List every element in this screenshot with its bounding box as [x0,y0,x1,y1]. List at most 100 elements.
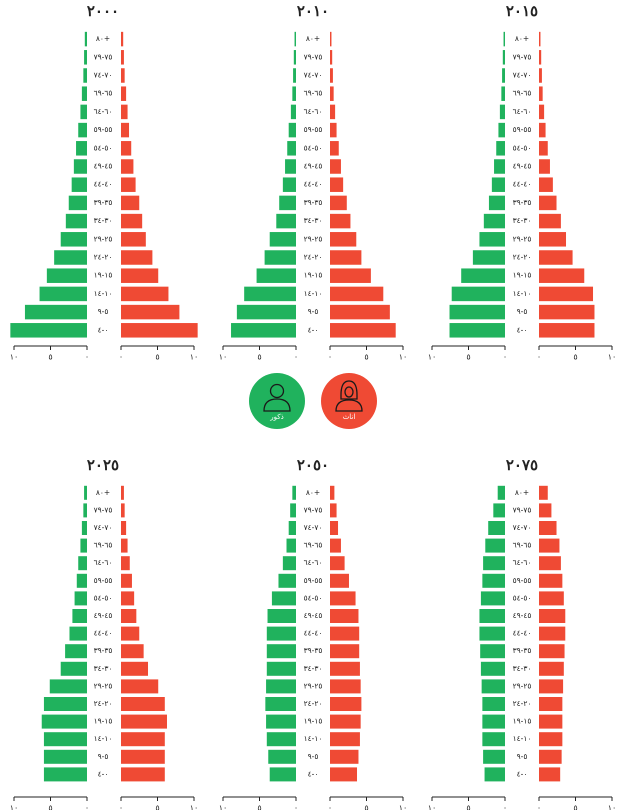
female-bar [121,749,165,764]
age-group-label: ٥٠-٥٤ [94,593,113,602]
female-bar [121,304,180,320]
female-bar [121,609,137,623]
age-group-label: ٧٥-٧٩ [513,52,532,61]
female-bar [121,644,144,659]
age-group-label: ١٠-١٤ [304,289,323,298]
female-bar [121,767,165,782]
age-group-label: ٣٠-٣٤ [513,216,532,225]
male-bar [81,521,87,535]
female-bar [121,68,125,83]
age-group-label: ٦٠-٦٤ [94,107,113,116]
age-group-label: ٠-٤ [98,325,109,334]
age-group-label: ٢٠-٢٤ [94,253,113,262]
male-bar [266,714,296,729]
age-group-label: ٠-٤ [517,325,528,334]
female-bar [330,195,347,211]
female-bar [539,50,542,65]
age-group-label: ٨٠+ [306,34,320,43]
age-group-label: ٠-٤ [98,769,109,778]
age-group-label: ٤٠-٤٤ [513,629,532,638]
age-group-label: ٤٥-٤٩ [94,162,113,171]
age-group-label: ١٠-١٤ [513,734,532,743]
male-tick-label: ١٠ [10,804,19,810]
female-bar [539,644,565,659]
male-tick-label: ١٠ [10,353,19,362]
female-bar [330,591,356,606]
age-group-label: ٥٥-٥٩ [304,576,323,585]
female-bar [121,195,140,211]
age-group-label: ٣٥-٣٩ [94,198,113,207]
female-bar [330,86,334,101]
female-bar [121,485,124,500]
male-bar [244,286,296,302]
age-group-label: ٨٠+ [306,488,320,497]
male-bar [54,250,87,265]
male-bar [480,644,505,659]
age-group-label: ٦٥-٦٩ [513,89,532,98]
female-bar [330,679,361,694]
male-bar [268,749,296,764]
age-group-label: ٣٥-٣٩ [94,646,113,655]
age-group-label: ٥-٩ [308,752,319,761]
age-group-label: ٢٥-٢٩ [513,681,532,690]
age-group-label: ٣٥-٣٩ [304,646,323,655]
female-bar [330,714,361,729]
age-group-label: ٦٠-٦٤ [304,107,323,116]
female-tick-label: ٥ [364,804,368,810]
pyramid-chart: ٢٠٠٠ ٠-٤ ٥-٩ ١٠-١٤ ١٥-١٩ ٢٠-٢٤ ٢٥-٢٩ ٣٠-٣٤ ٣٥-٣٩… [10,2,199,362]
pyramid-chart: ٢٠٥٠ ٠-٤ ٥-٩ ١٠-١٤ ١٥-١٩ ٢٠-٢٤ ٢٥-٢٩ ٣٠-٣٤ ٣٥-٣٩… [219,456,408,810]
female-bar [539,31,541,47]
male-bar [10,323,88,338]
female-bar [539,141,548,156]
age-group-label: ٧٥-٧٩ [94,505,113,514]
female-bar [330,159,341,174]
age-group-label: ٥٥-٥٩ [513,576,532,585]
male-bar [265,697,296,711]
legend: ذكور اناث [249,373,377,429]
age-group-label: ١٠-١٤ [304,734,323,743]
male-bar [482,732,505,747]
female-bar [330,122,337,138]
female-bar [330,767,358,782]
male-bar [41,714,87,729]
male-bar [479,609,505,623]
male-bar [76,573,87,588]
male-bar [482,714,505,729]
male-tick-label: ٠ [294,353,298,362]
male-bar [451,286,505,302]
female-bar [121,86,127,101]
male-tick-label: ٥ [466,804,470,810]
age-group-label: ٨٠+ [96,34,110,43]
pyramid-chart: ٢٠١٠ ٠-٤ ٥-٩ ١٠-١٤ ١٥-١٩ ٢٠-٢٤ ٢٥-٢٩ ٣٠-٣٤ ٣٥-٣٩… [219,2,408,362]
age-group-label: ١٠-١٤ [94,289,113,298]
male-bar [69,626,87,641]
female-bar [330,609,359,623]
age-group-label: ٥٥-٥٩ [94,125,113,134]
male-bar [479,232,505,247]
age-group-label: ٧٥-٧٩ [304,52,323,61]
female-bar [539,521,557,535]
female-bar [121,323,198,338]
male-bar [269,767,296,782]
age-group-label: ٧٠-٧٤ [304,523,323,532]
male-tick-label: ٥ [257,804,261,810]
male-bar [266,626,296,641]
female-legend-label: اناث [343,413,356,421]
female-tick-label: ٠ [328,353,332,362]
age-group-label: ٣٥-٣٩ [304,198,323,207]
female-bar [330,573,349,588]
chart-title: ٢٠١٠ [297,2,329,20]
age-group-label: ٤٥-٤٩ [94,611,113,620]
male-bar [494,159,505,174]
age-group-label: ٦٥-٦٩ [94,541,113,550]
male-bar [73,159,87,174]
female-bar [539,286,594,302]
age-group-label: ١٥-١٩ [94,717,113,726]
age-group-label: ٦٠-٦٤ [513,558,532,567]
female-tick-label: ١٠ [190,353,199,362]
male-bar [24,304,87,320]
male-bar [84,31,87,47]
female-bar [539,714,563,729]
male-tick-label: ٠ [294,804,298,810]
male-bar [288,521,296,535]
